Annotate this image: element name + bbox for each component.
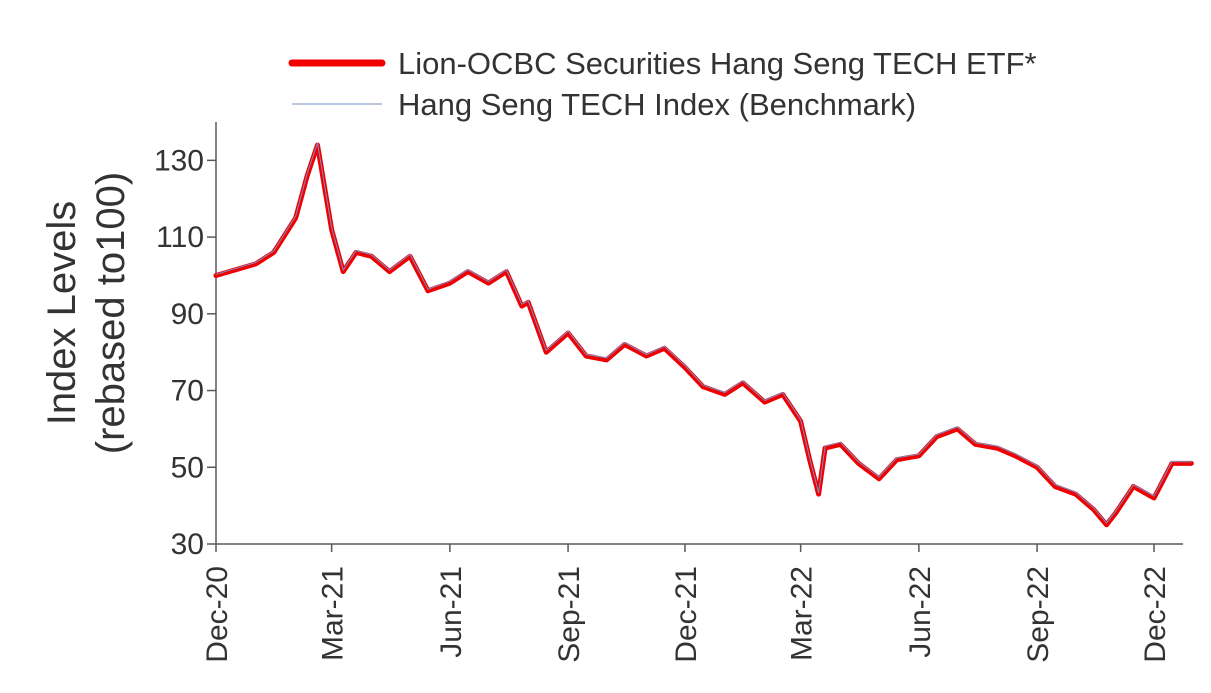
x-tick-label: Sep-22 (1022, 566, 1055, 663)
series-line-etf (213, 142, 1194, 528)
x-tick-label: Dec-20 (201, 566, 234, 663)
legend-label-benchmark: Hang Seng TECH Index (Benchmark) (398, 87, 916, 122)
y-tick-label: 90 (171, 298, 204, 331)
y-tick-label: 110 (156, 221, 204, 254)
x-tick-label: Jun-21 (435, 566, 468, 658)
y-axis-title-line-2: (rebased to100) (89, 172, 133, 454)
y-ticks: 30 50 70 90 110 130 (154, 144, 216, 561)
axes (215, 122, 1183, 545)
legend: Lion-OCBC Securities Hang Seng TECH ETF*… (288, 46, 1037, 122)
y-tick-label: 30 (171, 528, 204, 561)
x-tick-label: Sep-21 (553, 566, 586, 663)
series-line-benchmark (215, 142, 1192, 524)
legend-label-etf: Lion-OCBC Securities Hang Seng TECH ETF* (398, 46, 1037, 81)
y-axis-title-line-1: Index Levels (40, 201, 84, 426)
x-tick-label: Dec-22 (1139, 566, 1172, 663)
series-layer (213, 142, 1194, 528)
x-tick-label: Mar-22 (786, 566, 819, 661)
y-axis-title: Index Levels (rebased to100) (40, 172, 133, 454)
y-tick-label: 70 (171, 375, 204, 408)
x-tick-label: Dec-21 (670, 566, 703, 663)
x-tick-label: Jun-22 (904, 566, 937, 658)
y-tick-label: 130 (154, 144, 204, 177)
x-tick-label: Mar-21 (317, 566, 350, 661)
y-tick-label: 50 (171, 451, 204, 484)
x-ticks: Dec-20 Mar-21 Jun-21 Sep-21 Dec-21 Mar-22 Jun-… (201, 544, 1172, 663)
